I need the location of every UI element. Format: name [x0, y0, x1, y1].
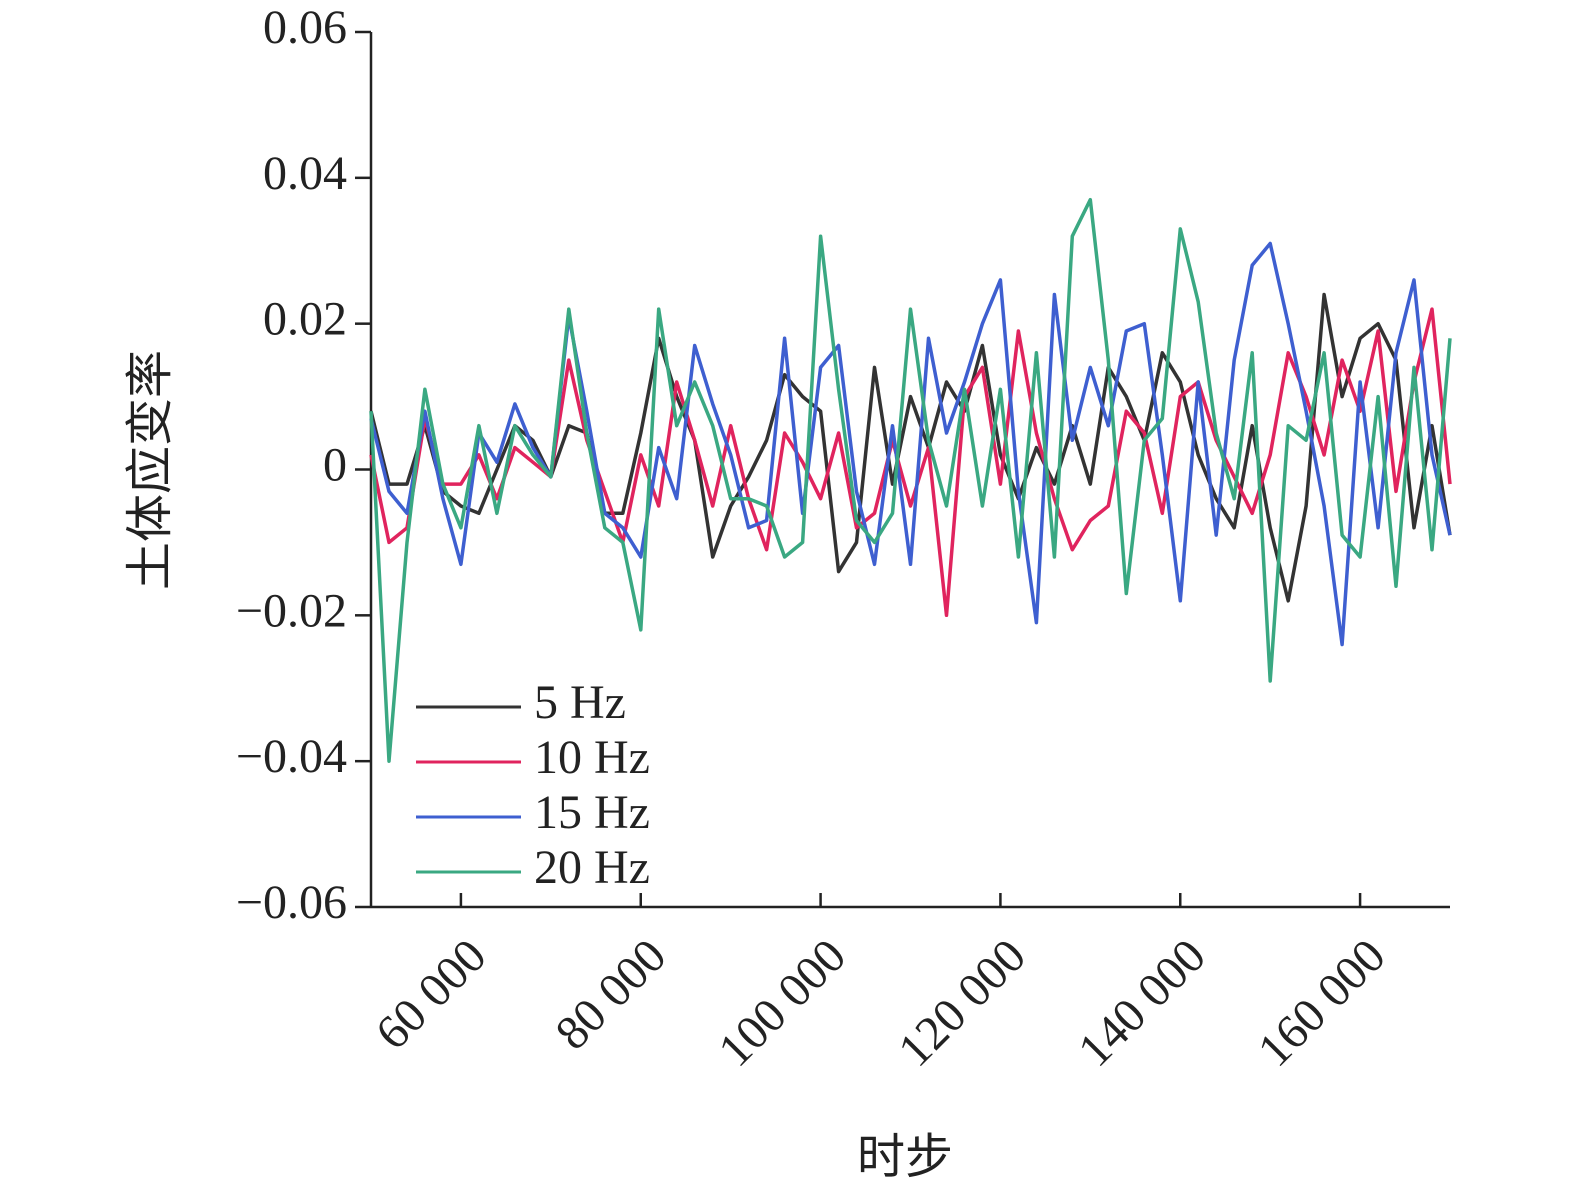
data-line: [369, 197, 1452, 763]
x-tick-label: 160 000: [1248, 929, 1396, 1077]
y-tick-label: −0.02: [236, 584, 347, 637]
x-tick-label: 60 000: [366, 929, 497, 1060]
y-axis-label: 土体应变率: [124, 350, 177, 590]
legend-label: 15 Hz: [534, 786, 650, 839]
legend-label: 20 Hz: [534, 841, 650, 894]
x-tick-label: 120 000: [888, 929, 1036, 1077]
x-tick-label: 100 000: [708, 929, 856, 1077]
x-tick-label: 80 000: [546, 929, 677, 1060]
legend-label: 10 Hz: [534, 731, 650, 784]
y-tick-label: 0.06: [263, 1, 347, 54]
y-tick-label: 0: [323, 439, 347, 492]
legend-label: 5 Hz: [534, 676, 626, 729]
y-tick-label: −0.06: [236, 876, 347, 929]
data-line: [369, 307, 1452, 618]
y-tick-label: 0.04: [263, 147, 347, 200]
x-axis-label: 时步: [857, 1131, 953, 1184]
y-tick-label: −0.04: [236, 730, 347, 783]
x-tick-label: 140 000: [1068, 929, 1216, 1077]
y-tick-label: 0.02: [263, 293, 347, 346]
